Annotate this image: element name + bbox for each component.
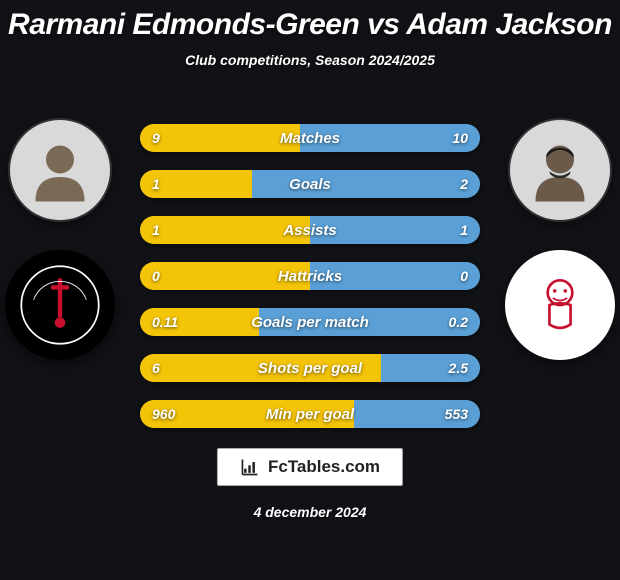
stat-row: Goals per match0.110.2 [140,308,480,336]
player-left-avatar [10,120,110,220]
player-right-club-badge [505,250,615,360]
player-right-avatar [510,120,610,220]
stat-fill-left [140,262,310,290]
stat-fill-right [354,400,480,428]
stat-fill-right [300,124,480,152]
stats-bars: Matches910 Goals12 Assists11 Hattricks00 Goa… [140,124,480,428]
person-icon [525,135,595,205]
stat-row: Assists11 [140,216,480,244]
right-player-column [500,120,620,360]
club-badge-left-icon [16,261,104,349]
branding-badge: FcTables.com [217,448,403,486]
stat-row: Min per goal960553 [140,400,480,428]
page-title: Rarmani Edmonds-Green vs Adam Jackson [0,0,620,42]
person-icon [25,135,95,205]
stat-fill-left [140,170,252,198]
stat-fill-left [140,354,381,382]
stat-row: Shots per goal62.5 [140,354,480,382]
stat-fill-right [310,216,480,244]
subtitle: Club competitions, Season 2024/2025 [0,52,620,68]
stat-fill-left [140,400,354,428]
stat-fill-right [381,354,480,382]
stat-fill-right [259,308,480,336]
stat-row: Goals12 [140,170,480,198]
date-text: 4 december 2024 [0,504,620,520]
stat-row: Matches910 [140,124,480,152]
branding-text: FcTables.com [268,457,380,477]
player-left-club-badge [5,250,115,360]
stat-row: Hattricks00 [140,262,480,290]
stat-fill-right [310,262,480,290]
left-player-column [0,120,120,360]
stat-fill-left [140,308,259,336]
chart-icon [240,457,260,477]
stat-fill-left [140,216,310,244]
stat-fill-right [252,170,480,198]
comparison-card: Rarmani Edmonds-Green vs Adam Jackson Cl… [0,0,620,580]
stat-fill-left [140,124,300,152]
club-badge-right-icon [516,261,604,349]
